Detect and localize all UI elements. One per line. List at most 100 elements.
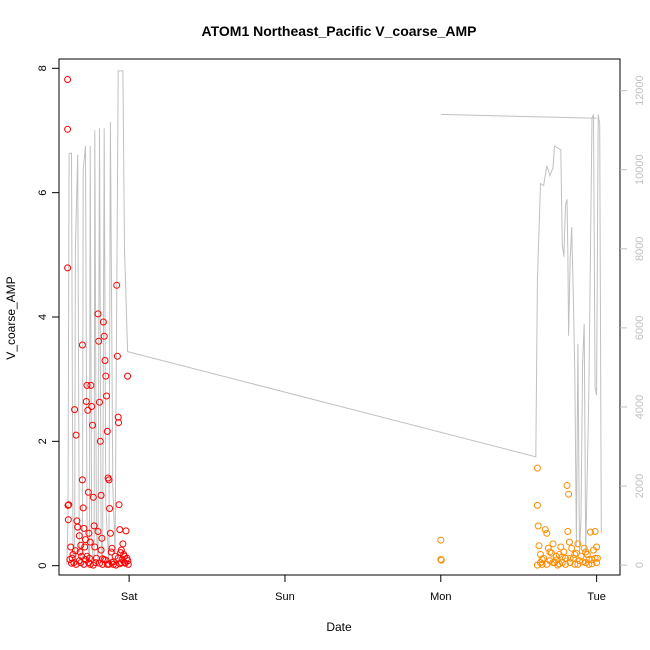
- data-point: [96, 398, 103, 406]
- data-point: [574, 540, 582, 548]
- data-point: [560, 548, 568, 556]
- data-point: [105, 476, 113, 484]
- data-point: [71, 547, 79, 555]
- data-point: [117, 546, 125, 554]
- y-tick-label: 2: [37, 438, 49, 444]
- x-axis-label: Date: [326, 620, 352, 634]
- x-tick-label: Tue: [587, 591, 606, 603]
- data-point: [563, 482, 571, 489]
- data-point: [564, 528, 572, 535]
- data-point: [538, 560, 546, 568]
- data-point: [576, 557, 583, 565]
- data-point: [540, 554, 548, 562]
- data-point: [557, 543, 565, 551]
- data-point: [100, 332, 108, 340]
- secondary-series-segment: [440, 113, 597, 119]
- data-point: [72, 431, 80, 439]
- data-point: [535, 542, 543, 550]
- data-point: [593, 554, 601, 562]
- data-point: [571, 551, 579, 558]
- data-point: [591, 554, 599, 562]
- data-point: [82, 536, 89, 544]
- data-point: [571, 560, 579, 568]
- y-tick-label: 0: [37, 563, 49, 569]
- data-point: [89, 493, 97, 501]
- data-point: [79, 504, 87, 512]
- data-point: [94, 528, 102, 535]
- data-point: [543, 560, 551, 568]
- data-point: [103, 392, 110, 400]
- data-point: [119, 540, 127, 548]
- data-point: [80, 524, 88, 532]
- data-point: [586, 528, 594, 536]
- data-point: [122, 527, 130, 535]
- data-point: [113, 352, 121, 360]
- data-point: [84, 406, 92, 414]
- data-point: [546, 548, 554, 556]
- data-point: [113, 281, 121, 289]
- data-point: [533, 464, 541, 472]
- data-point: [106, 529, 114, 537]
- data-point: [558, 553, 566, 561]
- data-point: [437, 556, 445, 564]
- y-tick-label: 6: [37, 190, 49, 196]
- data-point: [83, 381, 91, 389]
- data-point: [124, 557, 132, 565]
- data-point: [110, 560, 117, 568]
- data-point: [89, 421, 96, 429]
- data-point: [95, 337, 103, 345]
- data-point: [82, 398, 90, 405]
- x-tick-label: Sat: [121, 591, 138, 603]
- data-point: [579, 558, 587, 566]
- secondary-series-line: [66, 70, 602, 566]
- data-point: [84, 488, 92, 496]
- data-point: [568, 544, 576, 552]
- data-point: [580, 544, 588, 552]
- data-point: [75, 532, 83, 540]
- x-tick-label: Mon: [430, 591, 451, 603]
- y2-tick-label: 8000: [634, 237, 646, 261]
- data-point: [91, 543, 99, 551]
- data-point: [591, 528, 599, 535]
- data-point: [88, 403, 96, 410]
- data-point: [102, 372, 110, 380]
- data-point: [68, 559, 75, 567]
- data-point: [121, 552, 128, 560]
- data-point: [101, 357, 109, 364]
- data-point: [92, 554, 100, 562]
- data-point: [94, 310, 102, 318]
- data-point: [78, 341, 86, 349]
- y2-tick-label: 4000: [634, 395, 646, 419]
- data-point: [99, 318, 107, 326]
- data-point: [64, 125, 72, 133]
- data-point: [83, 552, 91, 560]
- data-point: [77, 541, 85, 549]
- data-point: [64, 501, 72, 509]
- data-point: [106, 505, 114, 512]
- data-point: [68, 554, 76, 562]
- data-point: [97, 546, 105, 554]
- data-point: [437, 536, 445, 544]
- data-point: [81, 543, 89, 551]
- data-point: [549, 540, 557, 548]
- y-tick-label: 8: [37, 65, 49, 71]
- data-point: [124, 560, 132, 568]
- points-layer: [64, 76, 601, 569]
- data-point: [96, 559, 103, 567]
- data-point: [78, 476, 86, 484]
- y2-tick-label: 2000: [634, 474, 646, 498]
- data-point: [569, 554, 577, 562]
- data-point: [89, 561, 97, 569]
- data-point: [565, 490, 573, 498]
- data-point: [115, 419, 122, 427]
- data-point: [100, 556, 108, 563]
- data-point: [90, 522, 98, 530]
- y2-tick-label: 6000: [634, 316, 646, 340]
- data-point: [588, 560, 596, 568]
- data-point: [582, 548, 590, 556]
- secondary-line-layer: [66, 70, 602, 566]
- data-point: [96, 437, 104, 445]
- data-point: [85, 529, 93, 537]
- data-point: [76, 548, 84, 556]
- axes-layer: Sat Sun Mon Tue 0 2 4 6 8 0 2000 4000 6000 8000 10000 1…: [37, 65, 646, 603]
